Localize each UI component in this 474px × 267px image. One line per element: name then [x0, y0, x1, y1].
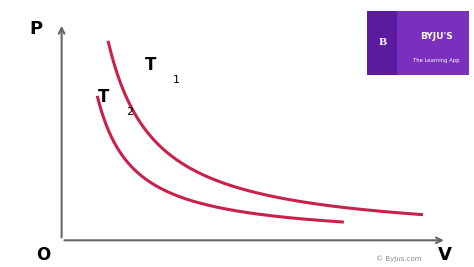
- Text: © Byjus.com: © Byjus.com: [376, 256, 421, 262]
- Text: V: V: [438, 246, 452, 264]
- Text: 1: 1: [173, 75, 180, 85]
- Text: O: O: [36, 246, 51, 264]
- Text: T: T: [145, 56, 156, 74]
- Text: T: T: [98, 88, 109, 106]
- Text: P: P: [30, 20, 43, 38]
- Text: 2: 2: [126, 108, 133, 117]
- Text: The Learning App: The Learning App: [413, 58, 460, 63]
- Text: BYJU'S: BYJU'S: [420, 32, 453, 41]
- Text: B: B: [378, 38, 386, 47]
